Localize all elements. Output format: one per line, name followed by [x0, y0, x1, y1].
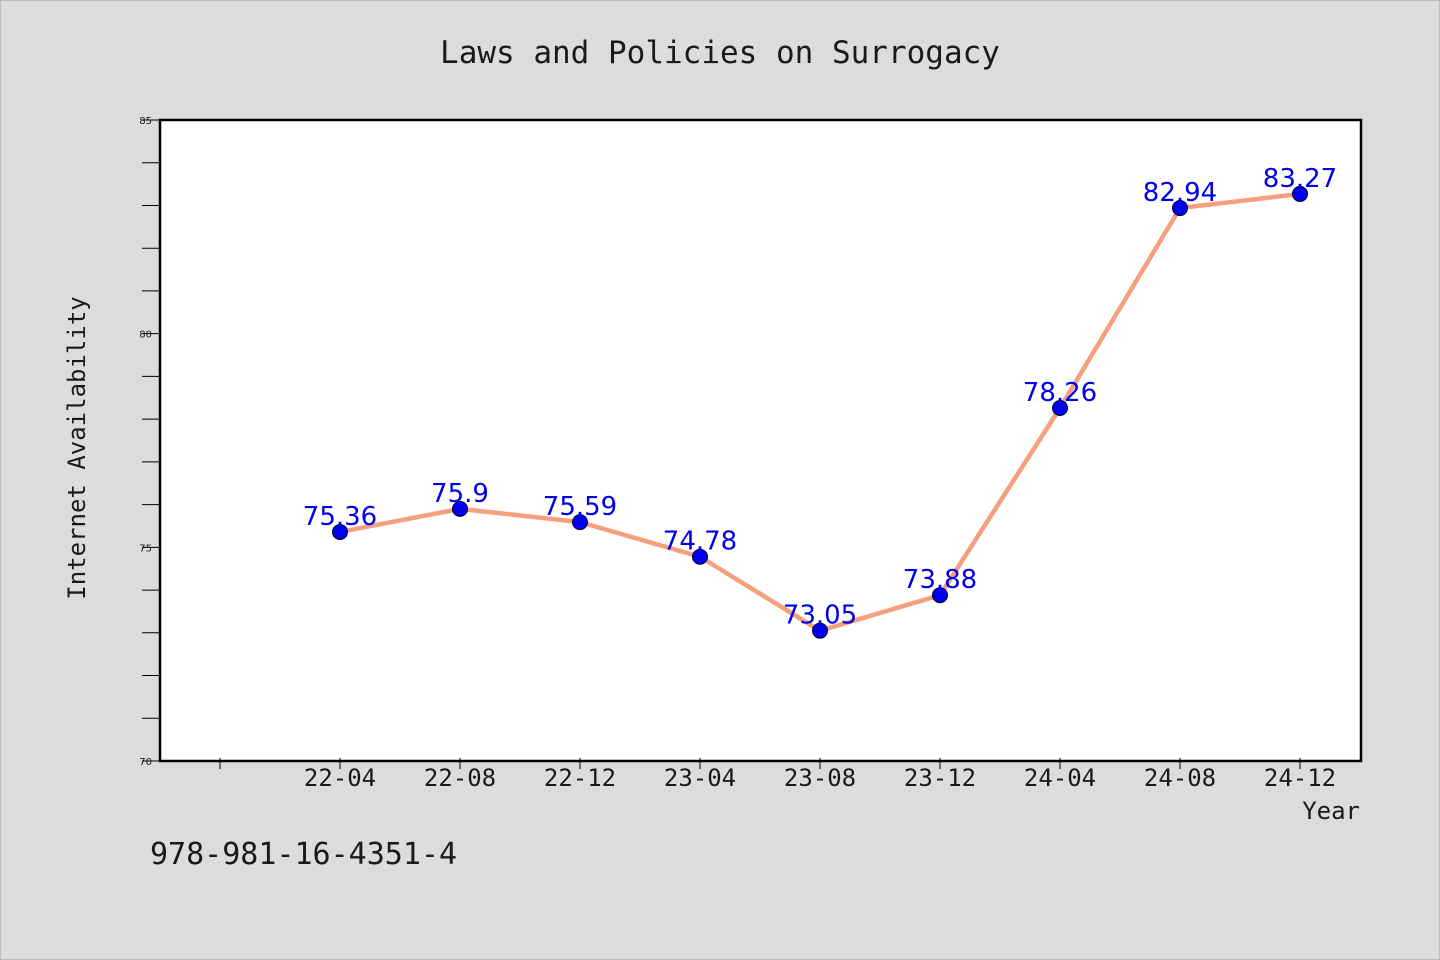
data-label: 74.78 [663, 527, 737, 557]
data-label: 73.05 [783, 601, 857, 631]
y-tick-label: 70 [139, 757, 152, 768]
data-point [332, 523, 348, 540]
x-tick-label: 24-04 [1024, 764, 1096, 792]
series-layer: 75.36 75.9 75.59 74.78 73.05 73.88 78.26 82.94 8… [303, 164, 1337, 639]
data-point [1292, 185, 1308, 202]
data-label: 75.9 [431, 479, 489, 509]
data-label: 73.88 [903, 565, 977, 595]
data-label: 75.59 [543, 492, 617, 522]
x-tick-label: 24-08 [1144, 764, 1216, 792]
data-point [572, 514, 588, 531]
data-label: 82.94 [1143, 178, 1217, 208]
x-tick-label: 23-12 [904, 764, 976, 792]
plot-area [158, 118, 1363, 763]
data-label: 83.27 [1263, 164, 1337, 194]
y-tick-label: 85 [139, 116, 152, 127]
isbn-text: 978-981-16-4351-4 [150, 837, 457, 872]
data-label: 78.26 [1023, 378, 1097, 408]
y-tick-label: 75 [139, 543, 152, 554]
x-tick-label: 23-04 [664, 764, 736, 792]
chart-title: Laws and Policies on Surrogacy [440, 35, 1000, 71]
x-tick-label: 22-12 [544, 764, 616, 792]
x-tick-label: 23-08 [784, 764, 856, 792]
data-point [452, 500, 468, 517]
x-tick-label: 22-04 [304, 764, 376, 792]
x-axis-label: Year [1302, 797, 1360, 825]
x-tick-label: 24-12 [1264, 764, 1336, 792]
y-axis: 70 75 80 85 [139, 116, 159, 768]
data-label: 75.36 [303, 502, 377, 532]
data-point [1052, 400, 1068, 417]
data-point [692, 548, 708, 565]
x-tick-label: 22-08 [424, 764, 496, 792]
data-point [1172, 200, 1188, 217]
y-tick-label: 80 [139, 330, 152, 341]
y-axis-label: Internet Availability [63, 296, 91, 599]
data-point [932, 587, 948, 604]
data-point [812, 622, 828, 639]
x-axis: 22-04 22-08 22-12 23-04 23-08 23-12 24-04 24-08… [219, 758, 1336, 792]
